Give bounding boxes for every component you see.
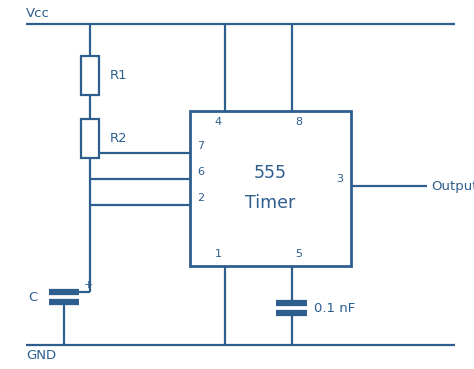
Text: 3: 3 <box>336 175 343 184</box>
Text: Vcc: Vcc <box>26 7 50 20</box>
Bar <box>190 111 351 266</box>
Text: 7: 7 <box>197 141 204 151</box>
Text: Output: Output <box>431 180 474 193</box>
Text: 5: 5 <box>295 249 302 259</box>
Text: 4: 4 <box>214 117 221 127</box>
Text: +: + <box>84 280 93 290</box>
Text: GND: GND <box>26 349 56 362</box>
Text: 1: 1 <box>214 249 221 259</box>
Text: R2: R2 <box>110 132 128 145</box>
Text: C: C <box>28 290 38 304</box>
Text: 8: 8 <box>295 117 302 127</box>
Text: 0.1 nF: 0.1 nF <box>314 301 356 315</box>
Text: 555: 555 <box>254 165 287 182</box>
Text: R1: R1 <box>110 69 128 82</box>
Text: 6: 6 <box>197 167 204 177</box>
Bar <box>81 119 99 158</box>
Text: Timer: Timer <box>245 194 295 212</box>
Bar <box>81 56 99 95</box>
Text: 2: 2 <box>197 193 204 203</box>
